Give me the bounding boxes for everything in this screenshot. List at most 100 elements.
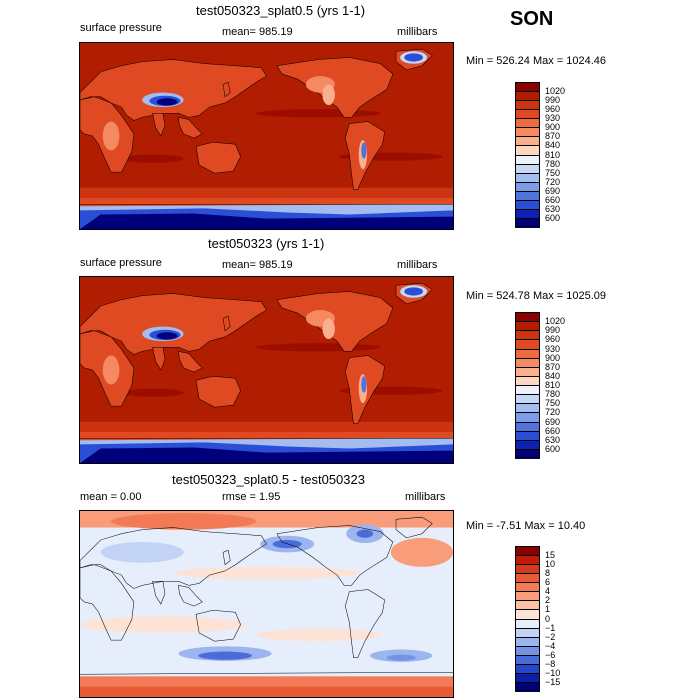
colorbar-level-label: 10 [545,559,556,570]
colorbar-level-label: 1 [545,604,551,615]
colorbar-level-label: 6 [545,577,551,588]
colorbar-swatch [515,681,540,692]
colorbar-swatch [515,145,540,155]
colorbar-swatch [515,609,540,619]
colorbar-level-label: 600 [545,443,561,454]
colorbar-swatch [515,672,540,683]
colorbar-swatch [515,136,540,146]
colorbar-swatch [515,109,540,119]
colorbar-level-label: 4 [545,586,551,597]
panel-3-colorbar: 15 10 8 6 4 2 1 0 −1 −2 −4 −6 −8 −10 −15 [515,546,595,692]
panel-1-units-label: millibars [397,26,438,38]
colorbar-swatch [515,573,540,583]
colorbar-level-label: −10 [545,667,561,678]
colorbar-level-label: 750 [545,167,561,178]
panel-2-map [79,276,454,464]
colorbar-swatch [515,439,540,450]
colorbar-swatch [515,600,540,610]
panel-1-minmax-label: Min = 526.24 Max = 1024.46 [466,55,607,67]
colorbar-level-label: 900 [545,122,561,133]
colorbar-level-label: 810 [545,380,561,390]
colorbar-level-label: 780 [545,158,561,169]
panel-2-units-label: millibars [397,259,438,271]
colorbar-level-label: −4 [545,640,556,651]
colorbar-level-label: 750 [545,398,561,409]
colorbar-level-label: 2 [545,595,551,606]
colorbar-swatch [515,412,540,422]
colorbar-swatch [515,91,540,101]
colorbar-level-label: 1020 [545,86,566,97]
colorbar-level-label: 660 [545,425,561,436]
colorbar-swatch [515,163,540,174]
colorbar-swatch [515,339,540,349]
colorbar-swatch [515,663,540,674]
colorbar-swatch [515,636,540,647]
colorbar-level-label: 1020 [545,316,566,327]
colorbar-swatch [515,555,540,565]
colorbar-level-label: −2 [545,631,556,642]
panel-1-title: test050323_splat0.5 (yrs 1-1) [196,3,366,18]
colorbar-swatch [515,375,540,386]
colorbar-swatch [515,582,540,592]
colorbar-swatch [515,118,540,128]
colorbar-level-label: 630 [545,203,561,214]
colorbar-level-label: 15 [545,550,556,561]
colorbar-swatch [515,330,540,340]
panel-2-variable-label: surface pressure [80,257,162,269]
colorbar-level-label: 960 [545,104,561,115]
colorbar-level-label: 870 [545,131,561,142]
colorbar-swatch [515,385,540,395]
colorbar-level-label: 720 [545,176,561,187]
colorbar-level-label: 720 [545,407,561,418]
panel-2-minmax-label: Min = 524.78 Max = 1025.09 [466,290,607,302]
map-field [80,43,453,229]
colorbar-swatch [515,591,540,601]
map-field [80,511,453,697]
panel-3-minmax-label: Min = -7.51 Max = 10.40 [466,520,586,532]
colorbar-swatch [515,208,540,219]
panel-1-colorbar: 1020 990 960 930 900 870 840 810 780 750 720 690 660… [515,82,595,228]
colorbar-swatch [515,217,540,228]
panel-2-mean-label: mean= 985.19 [222,259,293,271]
colorbar-level-label: 780 [545,389,561,400]
colorbar-level-label: −6 [545,649,556,660]
colorbar-level-label: 840 [545,370,561,381]
panel-3-title: test050323_splat0.5 - test050323 [172,472,365,487]
colorbar-swatch [515,127,540,137]
season-label: SON [510,8,554,30]
colorbar-swatch [515,190,540,201]
panel-1-map [79,42,454,230]
colorbar-level-label: 930 [545,343,561,354]
panel-2-colorbar: 1020 990 960 930 900 870 840 810 780 750 720 690 660… [515,312,595,459]
colorbar-level-label: 900 [545,352,561,363]
colorbar-level-label: 990 [545,95,561,106]
colorbar-level-label: 8 [545,568,551,579]
colorbar-level-label: 960 [545,334,561,345]
colorbar-level-label: 870 [545,361,561,372]
colorbar-swatch [515,172,540,183]
colorbar-swatch [515,199,540,210]
colorbar-level-label: −15 [545,676,561,687]
panel-1-mean-label: mean= 985.19 [222,26,293,38]
colorbar-swatch [515,645,540,656]
colorbar-swatch [515,154,540,165]
colorbar-level-label: 810 [545,149,561,160]
panel-1-variable-label: surface pressure [80,22,162,34]
colorbar-swatch [515,627,540,638]
colorbar-swatch [515,654,540,665]
colorbar-level-label: 600 [545,212,561,223]
panel-3-map [79,510,454,698]
colorbar-level-label: 630 [545,434,561,445]
panel-3-rmse-label: rmse = 1.95 [222,491,281,503]
panel-3-mean-label: mean = 0.00 [80,491,142,503]
colorbar-level-label: −8 [545,658,556,669]
colorbar-swatch [515,348,540,359]
colorbar-swatch [515,448,540,459]
colorbar-swatch [515,100,540,110]
colorbar-level-label: 660 [545,194,561,205]
colorbar-swatch [515,618,540,629]
colorbar-swatch [515,357,540,368]
colorbar-swatch [515,181,540,192]
colorbar-level-label: −1 [545,622,556,633]
colorbar-swatch [515,430,540,441]
